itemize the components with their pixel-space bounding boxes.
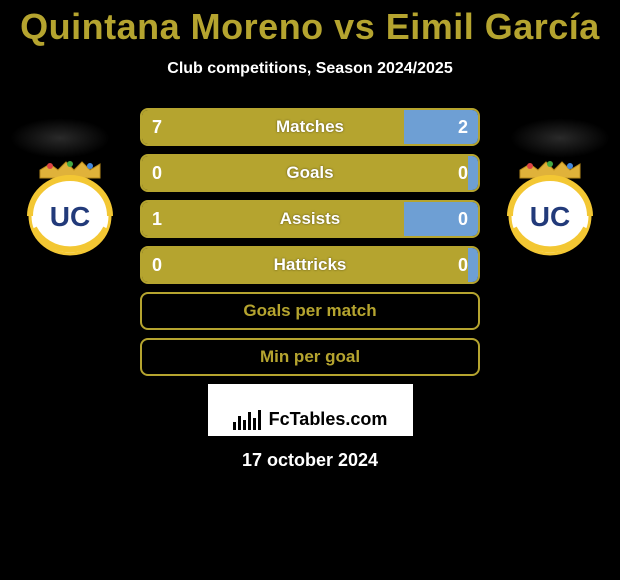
date-label: 17 october 2024 bbox=[0, 450, 620, 471]
summary-row-gpm: Goals per match bbox=[140, 292, 480, 330]
player2-crest-icon: UC bbox=[500, 158, 600, 258]
stat-row-matches: 7 2 Matches bbox=[140, 108, 480, 146]
stat-row-hattricks: 0 0 Hattricks bbox=[140, 246, 480, 284]
shadow-right bbox=[510, 118, 610, 158]
comparison-area: UC UC 7 2 Matches 0 0 Goals 1 0 bbox=[0, 108, 620, 471]
player1-crest-icon: UC bbox=[20, 158, 120, 258]
stat-left-value: 0 bbox=[142, 156, 468, 190]
bars-icon bbox=[233, 410, 261, 430]
stats-bars: 7 2 Matches 0 0 Goals 1 0 Assists 0 0 Ha… bbox=[140, 108, 480, 376]
shadow-left bbox=[10, 118, 110, 158]
stat-left-value: 1 bbox=[142, 202, 404, 236]
svg-text:UC: UC bbox=[530, 201, 570, 232]
stat-right-value: 0 bbox=[468, 156, 478, 190]
stat-right-value: 0 bbox=[404, 202, 478, 236]
svg-text:UC: UC bbox=[50, 201, 90, 232]
stat-right-value: 2 bbox=[404, 110, 478, 144]
fctables-logo: FcTables.com bbox=[208, 384, 413, 436]
stat-row-goals: 0 0 Goals bbox=[140, 154, 480, 192]
stat-left-value: 0 bbox=[142, 248, 468, 282]
subtitle: Club competitions, Season 2024/2025 bbox=[0, 60, 620, 78]
summary-row-mpg: Min per goal bbox=[140, 338, 480, 376]
stat-right-value: 0 bbox=[468, 248, 478, 282]
page-title: Quintana Moreno vs Eimil García bbox=[0, 0, 620, 48]
stat-left-value: 7 bbox=[142, 110, 404, 144]
stat-row-assists: 1 0 Assists bbox=[140, 200, 480, 238]
logo-text: FcTables.com bbox=[269, 409, 388, 430]
